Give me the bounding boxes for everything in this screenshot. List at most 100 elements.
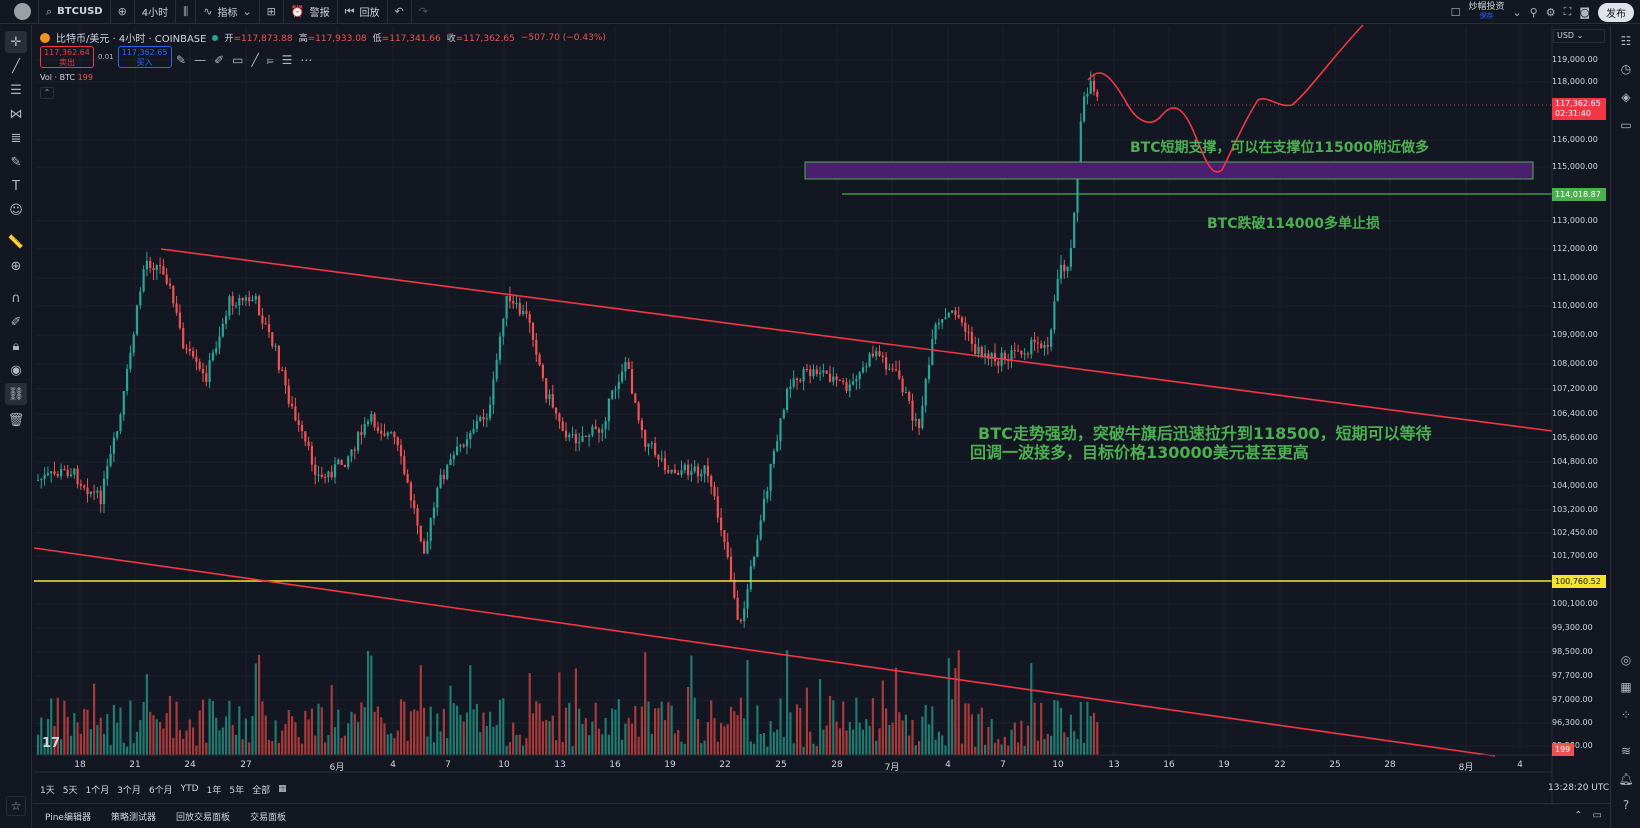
bell-icon[interactable]: 🔔︎ bbox=[1618, 772, 1634, 786]
range-button[interactable]: 1天 bbox=[40, 785, 55, 796]
symbol-title[interactable]: 比特币/美元 · 4小时 · COINBASE bbox=[56, 34, 207, 45]
settings-lines-icon[interactable]: ☰ bbox=[281, 53, 293, 67]
target-icon[interactable]: ◎ bbox=[1620, 653, 1632, 667]
fullscreen-icon[interactable]: ⛶ bbox=[1563, 5, 1572, 18]
alerts-clock-icon[interactable]: ◷ bbox=[1620, 62, 1632, 76]
stop-loss-annotation[interactable]: BTC跌破114000多单止损 bbox=[1207, 216, 1380, 232]
bottom-tab[interactable]: 交易面板 bbox=[250, 812, 287, 823]
pencil-icon[interactable]: ✎ bbox=[176, 53, 187, 67]
volume-bar bbox=[802, 746, 805, 755]
layout-button[interactable]: ⊞ bbox=[260, 0, 284, 24]
candle-body bbox=[769, 464, 772, 492]
main-annotation-line2[interactable]: 回调一波接多，目标价格130000美元甚至更高 bbox=[970, 443, 1309, 462]
range-button[interactable]: YTD bbox=[180, 784, 199, 794]
time-axis-label: 7 bbox=[445, 760, 451, 770]
candle-body bbox=[614, 389, 617, 391]
symbol-search[interactable]: ⌕ BTCUSD bbox=[39, 0, 111, 24]
compare-button[interactable]: ⊕ bbox=[111, 0, 135, 24]
support-annotation[interactable]: BTC短期支撑，可以在支撑位115000附近做多 bbox=[1130, 140, 1429, 156]
utc-clock[interactable]: 13:28:20 UTC bbox=[1548, 783, 1610, 793]
camera-icon[interactable]: ◙ bbox=[1579, 5, 1590, 19]
range-button[interactable]: 1个月 bbox=[85, 785, 110, 796]
main-annotation-line1[interactable]: BTC走势强劲，突破牛旗后迅速拉升到118500，短期可以等待 bbox=[978, 424, 1432, 443]
range-button[interactable]: 1年 bbox=[206, 785, 222, 796]
layout-square-icon[interactable]: ☐ bbox=[1450, 5, 1461, 19]
maximize-panel-icon[interactable]: ▭ bbox=[1592, 810, 1602, 821]
candle-body bbox=[215, 348, 218, 353]
trend-line-icon[interactable]: ╱ bbox=[12, 58, 20, 74]
ruler-icon[interactable]: 📏 bbox=[7, 234, 25, 250]
horizontal-lines-icon[interactable]: ☰ bbox=[10, 82, 22, 98]
upper-trend-line[interactable] bbox=[160, 248, 1553, 432]
buy-button[interactable]: 117,362.65 买入 bbox=[117, 46, 172, 68]
volume-bar bbox=[277, 742, 280, 755]
avatar[interactable] bbox=[14, 3, 31, 20]
collapse-panel-icon[interactable]: ⌃ bbox=[1574, 810, 1583, 821]
volume-bar bbox=[1063, 732, 1066, 755]
lower-trend-line[interactable] bbox=[33, 547, 1496, 757]
goto-date-icon[interactable]: ▦ bbox=[278, 784, 287, 794]
brush-icon[interactable]: ✎ bbox=[10, 154, 22, 170]
range-button[interactable]: 6个月 bbox=[148, 785, 173, 796]
ray-icon[interactable]: ╱ bbox=[251, 53, 259, 67]
calendar-icon[interactable]: ▦ bbox=[1620, 680, 1632, 694]
volume-bar bbox=[987, 727, 990, 755]
broker-name[interactable]: 炒帽投资 保存 bbox=[1468, 3, 1504, 21]
bottom-tab[interactable]: 回放交易面板 bbox=[176, 812, 231, 823]
chart-type-button[interactable]: ⫼ bbox=[176, 0, 197, 24]
help-icon[interactable]: ? bbox=[1622, 798, 1630, 812]
price-axis-label: 101,700.00 bbox=[1552, 551, 1598, 560]
pitchfork-icon[interactable]: ⋈ bbox=[9, 106, 23, 122]
ruler-icon[interactable]: ⫢ bbox=[266, 52, 274, 67]
layers-icon[interactable]: ◈ bbox=[1621, 90, 1631, 104]
range-button[interactable]: 全部 bbox=[252, 785, 271, 796]
lock-drawing-icon[interactable]: ✐ bbox=[10, 314, 22, 330]
sell-button[interactable]: 117,362.64 卖出 bbox=[40, 46, 94, 68]
apps-grid-icon[interactable]: ⁘ bbox=[1620, 708, 1632, 722]
volume-bar bbox=[274, 720, 277, 755]
range-button[interactable]: 5天 bbox=[62, 785, 78, 796]
collapse-legend-button[interactable]: ⌃ bbox=[40, 87, 54, 99]
favorite-star-icon[interactable]: ☆ bbox=[6, 796, 26, 816]
candle-body bbox=[647, 443, 650, 447]
more-icon[interactable]: ⋯ bbox=[300, 53, 313, 67]
lock-icon[interactable]: 🔒︎ bbox=[12, 338, 20, 354]
link-icon[interactable]: ⛓ bbox=[5, 383, 27, 405]
undo-button[interactable]: ↶ bbox=[388, 0, 412, 24]
tradingview-logo[interactable]: 17 bbox=[42, 736, 61, 751]
emoji-icon[interactable]: ☺ bbox=[9, 202, 23, 218]
projection-path[interactable] bbox=[1087, 24, 1364, 173]
brush-icon[interactable]: ✐ bbox=[214, 53, 225, 67]
bottom-tab[interactable]: 策略测试器 bbox=[110, 812, 156, 823]
indicators-button[interactable]: ∿ 指标 ⌄ bbox=[196, 0, 260, 24]
line-icon[interactable]: — bbox=[194, 53, 207, 67]
alert-button[interactable]: ⏰ 警报 bbox=[284, 0, 338, 24]
magnet-icon[interactable]: ∩ bbox=[11, 290, 21, 306]
rectangle-icon[interactable]: ▭ bbox=[232, 53, 244, 67]
range-button[interactable]: 3个月 bbox=[117, 785, 141, 796]
chat-icon[interactable]: ▭ bbox=[1620, 118, 1632, 132]
eye-icon[interactable]: ◉ bbox=[10, 362, 22, 378]
watchlist-icon[interactable]: ☷ bbox=[1620, 34, 1632, 48]
volume-bar bbox=[86, 709, 89, 755]
crosshair-icon[interactable]: ✛ bbox=[5, 31, 27, 53]
support-zone[interactable] bbox=[804, 161, 1534, 180]
replay-button[interactable]: ⏮ 回放 bbox=[338, 0, 388, 24]
publish-button[interactable]: 发布 bbox=[1598, 2, 1634, 22]
zoom-icon[interactable]: ⊕ bbox=[10, 258, 22, 274]
candle-body bbox=[314, 464, 317, 476]
settings-icon[interactable]: ⚙ bbox=[1545, 5, 1556, 19]
broadcast-icon[interactable]: ≋ bbox=[1620, 744, 1632, 758]
interval-button[interactable]: 4小时 bbox=[135, 0, 177, 24]
range-button[interactable]: 5年 bbox=[229, 785, 245, 796]
currency-select[interactable]: USD ⌄ bbox=[1553, 29, 1605, 43]
trash-icon[interactable]: 🗑︎ bbox=[7, 412, 25, 428]
user-menu[interactable] bbox=[0, 0, 39, 24]
text-icon[interactable]: T bbox=[12, 178, 20, 194]
quick-search-icon[interactable]: ⚲ bbox=[1529, 5, 1538, 19]
fib-icon[interactable]: ≣ bbox=[10, 130, 22, 146]
chevron-down-icon[interactable]: ⌄ bbox=[1512, 5, 1522, 19]
bottom-tab[interactable]: Pine编辑器 bbox=[45, 812, 91, 823]
redo-button[interactable]: ↷ bbox=[412, 0, 435, 24]
